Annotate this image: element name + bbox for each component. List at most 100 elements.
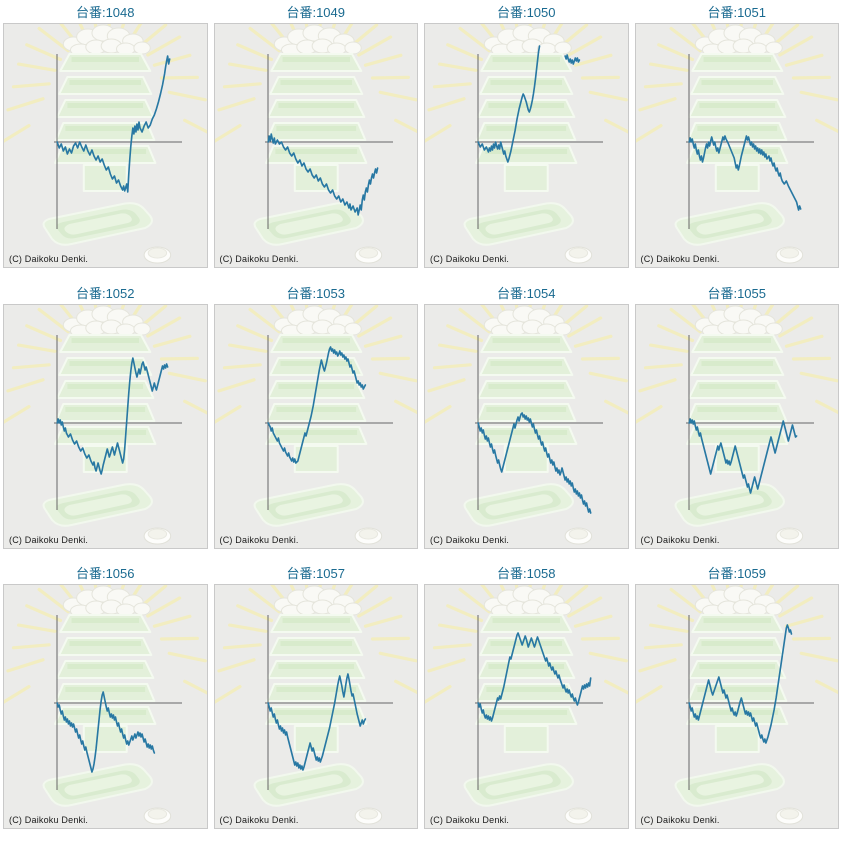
coin [775,807,803,825]
machine-title[interactable]: 台番:1049 [286,5,346,20]
slump-line [56,55,171,193]
slump-line [266,133,378,216]
tray-stack [54,333,157,473]
machine-title[interactable]: 台番:1052 [75,285,135,301]
coin-tray [253,482,364,527]
slump-chart [4,24,207,264]
machine-title[interactable]: 台番:1058 [496,566,556,582]
copyright: (C) Daikoku Denki. [640,254,720,264]
coin-tray [674,763,785,808]
machine-watermark [214,304,417,545]
copyright: (C) Daikoku Denki. [9,254,89,264]
slump-graph-panel: (C) Daikoku Denki. [3,303,208,549]
tray-stack [685,614,788,754]
machine-title[interactable]: 台番:1059 [707,566,767,582]
machine-watermark [635,585,838,825]
slump-chart [635,304,838,545]
coin-tray [42,763,153,808]
slump-line [56,356,169,475]
machine-watermark [635,24,838,264]
slump-graph-panel: (C) Daikoku Denki. [213,584,418,830]
tray-stack [264,53,367,192]
coin-tray [253,763,364,808]
machine-watermark [425,585,628,825]
slump-graph-panel: (C) Daikoku Denki. [213,303,418,549]
machine-title[interactable]: 台番:1057 [286,566,346,582]
machine-title[interactable]: 台番:1055 [707,285,767,301]
slump-chart [214,24,417,264]
slump-chart [4,585,207,825]
machine-chart-cell: 台番:1054 [421,281,632,562]
coin-pile [62,585,151,618]
coin-pile [483,305,572,338]
copyright: (C) Daikoku Denki. [430,534,510,545]
slump-line [477,45,541,163]
machine-watermark [214,585,417,825]
slump-chart [214,585,417,825]
machine-chart-cell: 台番:1053 [211,281,422,562]
machine-chart-cell: 台番:1052 [0,281,211,562]
machine-watermark [425,304,628,545]
slump-graph-panel: (C) Daikoku Denki. [424,303,629,549]
machine-watermark [635,304,838,545]
coin [354,527,382,545]
tray-stack [685,53,788,192]
slump-line [477,411,592,514]
coin [564,527,593,545]
slump-line [564,54,581,65]
coin [143,807,172,825]
coin [564,807,593,825]
slump-line [687,135,801,211]
coin-tray [674,482,785,527]
slump-line [56,691,156,774]
machine-chart-cell: 台番:1058 [421,561,632,842]
machine-title[interactable]: 台番:1048 [75,5,135,20]
slump-chart [4,304,207,545]
machine-title[interactable]: 台番:1051 [707,5,767,20]
machine-chart-cell: 台番:1048 [0,0,211,281]
machine-title[interactable]: 台番:1054 [496,285,556,301]
slump-graph-panel: (C) Daikoku Denki. [3,23,208,268]
machine-title[interactable]: 台番:1050 [496,5,556,20]
machine-watermark [4,585,207,825]
machine-title[interactable]: 台番:1053 [286,285,346,301]
tray-stack [475,333,578,473]
slump-graph-panel: (C) Daikoku Denki. [634,303,839,549]
slump-graph-panel: (C) Daikoku Denki. [213,23,418,268]
coin-pile [273,305,362,338]
coin [775,246,803,264]
copyright: (C) Daikoku Denki. [430,815,510,826]
machine-watermark [4,304,207,545]
slump-line [266,673,366,772]
machine-watermark [425,24,628,264]
tray-stack [475,53,578,192]
slump-chart [635,585,838,825]
slump-line [477,632,592,723]
tray-stack [54,614,157,754]
copyright: (C) Daikoku Denki. [219,815,299,826]
machine-chart-cell: 台番:1056 [0,561,211,842]
machine-chart-cell: 台番:1057 [211,561,422,842]
slump-chart [635,24,838,264]
coin [354,807,382,825]
slump-line [266,345,366,464]
machine-title[interactable]: 台番:1056 [75,566,135,582]
coin-tray [42,482,153,527]
coin-tray [42,202,153,246]
coin [354,246,382,264]
coin [564,246,593,264]
slump-graph-panel: (C) Daikoku Denki. [424,584,629,830]
coin-tray [463,763,574,808]
slump-chart [425,24,628,264]
copyright: (C) Daikoku Denki. [640,815,720,826]
slump-line [687,417,797,494]
machine-chart-cell: 台番:1059 [632,561,842,842]
slump-graph-panel: (C) Daikoku Denki. [634,23,839,268]
coin [143,246,172,264]
coin [143,527,172,545]
coin-pile [483,585,572,618]
copyright: (C) Daikoku Denki. [430,254,510,264]
machine-watermark [4,24,207,264]
slump-chart [425,304,628,545]
coin-tray [253,202,364,246]
